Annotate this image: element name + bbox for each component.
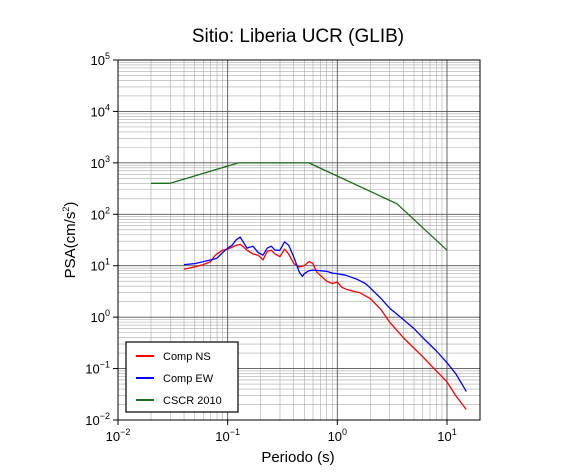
x-axis-label: Periodo (s) [261, 449, 334, 466]
x-axis-ticks: 10−2 10−1 100 101 [106, 420, 457, 444]
series-line-cscr-2010 [151, 162, 448, 251]
y-tick-base: 10 [85, 413, 99, 428]
y-tick-label: 10−1 [85, 360, 110, 377]
series-line-comp-ns [183, 243, 467, 410]
y-tick-label: 101 [91, 257, 110, 274]
y-tick-exponent: 2 [105, 205, 110, 215]
y-tick-label: 104 [91, 102, 110, 119]
x-tick-label: 10−1 [215, 427, 240, 444]
x-tick-base: 10 [106, 429, 120, 444]
y-tick-exponent: 3 [105, 154, 110, 164]
y-tick-label: 103 [91, 154, 110, 171]
series-line-comp-ew [183, 236, 467, 392]
y-tick-base: 10 [91, 259, 105, 274]
y-axis-label: PSA(cm/s2) [61, 202, 79, 279]
y-tick-exponent: 5 [105, 51, 110, 61]
y-tick-base: 10 [91, 53, 105, 68]
y-tick-label: 102 [91, 205, 110, 222]
legend-label: Comp NS [163, 351, 211, 363]
y-tick-exponent: 1 [105, 257, 110, 267]
y-tick-base: 10 [91, 156, 105, 171]
x-tick-label: 101 [437, 427, 456, 444]
minor-grid [118, 60, 481, 420]
y-tick-exponent: 0 [105, 308, 110, 318]
x-tick-exponent: −1 [230, 427, 240, 437]
y-tick-label: 10−2 [85, 411, 110, 428]
y-tick-exponent: −2 [100, 411, 110, 421]
x-tick-exponent: −2 [120, 427, 130, 437]
series-layer [151, 162, 467, 410]
x-tick-exponent: 0 [342, 427, 347, 437]
x-tick-label: 100 [328, 427, 347, 444]
x-tick-label: 10−2 [106, 427, 131, 444]
y-tick-exponent: −1 [100, 360, 110, 370]
y-tick-base: 10 [91, 104, 105, 119]
x-tick-exponent: 1 [452, 427, 457, 437]
x-tick-base: 10 [215, 429, 229, 444]
x-tick-base: 10 [437, 429, 451, 444]
y-tick-base: 10 [85, 362, 99, 377]
y-tick-label: 105 [91, 51, 110, 68]
y-tick-label: 100 [91, 308, 110, 325]
legend-label: CSCR 2010 [163, 395, 222, 407]
legend: Comp NS Comp EW CSCR 2010 [125, 341, 239, 413]
y-tick-exponent: 4 [105, 102, 110, 112]
y-tick-base: 10 [91, 310, 105, 325]
plot-frame [117, 59, 481, 421]
chart-title: Sitio: Liberia UCR (GLIB) [192, 26, 404, 47]
y-tick-base: 10 [91, 207, 105, 222]
legend-label: Comp EW [163, 373, 214, 385]
x-tick-base: 10 [328, 429, 342, 444]
